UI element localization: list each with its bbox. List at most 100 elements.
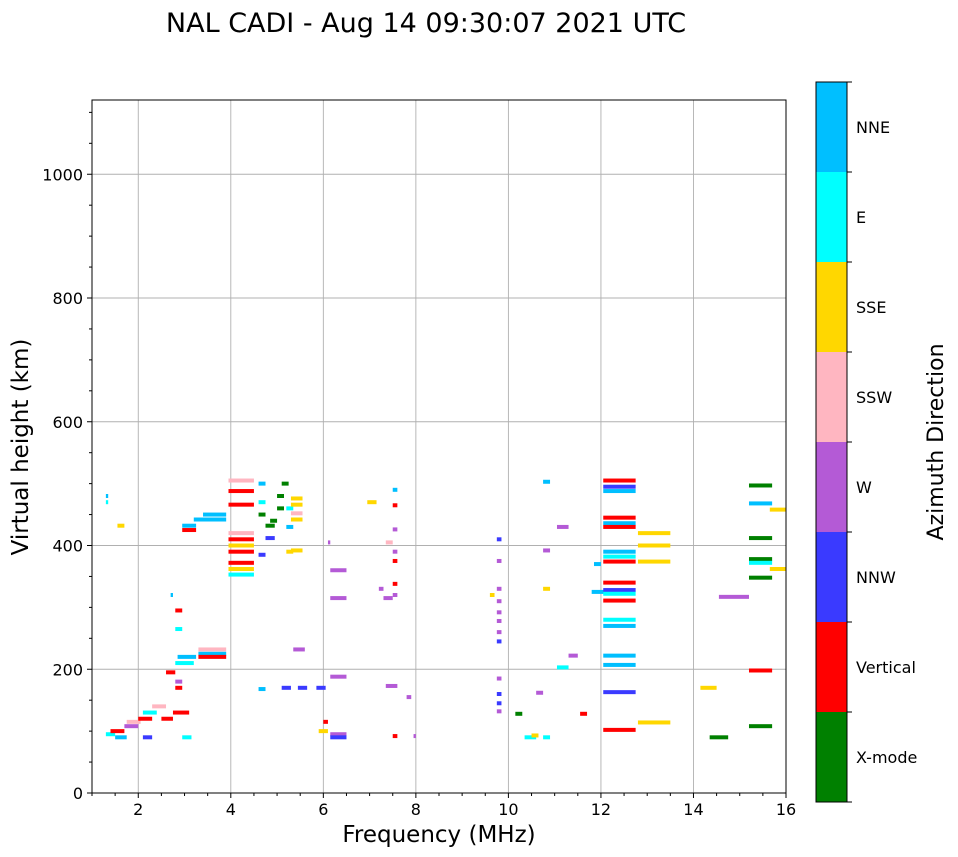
colorbar-swatch-nnw	[816, 532, 847, 622]
echo-trace-w	[293, 647, 305, 652]
echo-trace-x-mode	[277, 506, 285, 511]
grid-lines	[92, 100, 786, 793]
echo-trace-e	[556, 665, 569, 670]
echo-trace-ssw	[152, 704, 167, 709]
echo-trace-vertical	[198, 654, 227, 659]
echo-trace-nne	[603, 623, 636, 628]
x-tick-label: 4	[226, 800, 236, 819]
y-tick-label: 600	[52, 413, 83, 432]
echo-trace-x-mode	[748, 557, 773, 562]
echo-trace-ssw	[385, 540, 393, 545]
y-tick-label: 1000	[42, 165, 83, 184]
echo-trace-w	[392, 549, 398, 554]
echo-trace-sse	[700, 685, 717, 690]
echo-trace-nne	[603, 662, 636, 667]
echo-trace-w	[496, 586, 502, 591]
echo-trace-x-mode	[265, 523, 275, 528]
echo-trace-nne	[286, 524, 294, 529]
echo-trace-w	[496, 676, 502, 681]
echo-trace-sse	[290, 517, 303, 522]
echo-trace-nnw	[297, 685, 308, 690]
echo-trace-e	[603, 591, 636, 596]
x-axis-ticks: 2 4 6 8 10 12 14 16	[91, 793, 796, 819]
x-tick-label: 10	[498, 800, 518, 819]
echo-trace-ssw	[228, 531, 254, 536]
echo-trace-nne	[258, 481, 266, 486]
colorbar-swatch-vertical	[816, 622, 847, 712]
echo-trace-nne	[593, 562, 601, 567]
echo-trace-nnw	[496, 537, 502, 542]
echo-trace-ssw	[126, 719, 141, 724]
y-tick-label: 400	[52, 537, 83, 556]
echo-trace-vertical	[603, 524, 636, 529]
echo-trace-w	[383, 596, 393, 601]
echo-trace-w	[406, 695, 412, 700]
echo-trace-vertical	[161, 716, 173, 721]
plot-frame	[91, 99, 787, 794]
echo-trace-nne	[182, 523, 197, 528]
echo-trace-e	[105, 732, 116, 737]
echo-trace-sse	[769, 567, 786, 572]
echo-trace-w	[496, 618, 502, 623]
echo-trace-vertical	[228, 537, 254, 542]
echo-trace-x-mode	[748, 483, 773, 488]
echo-trace-nne	[591, 589, 606, 594]
echo-trace-nne	[603, 521, 636, 526]
echo-trace-x-mode	[709, 735, 729, 740]
echo-trace-ssw	[198, 647, 227, 652]
echo-trace-w	[378, 586, 384, 591]
echo-trace-sse	[637, 531, 671, 536]
echo-trace-e	[182, 735, 192, 740]
x-axis-label: Frequency (MHz)	[342, 822, 535, 848]
echo-trace-x-mode	[270, 518, 278, 523]
echo-trace-vertical	[110, 729, 125, 734]
echo-trace-x-mode	[258, 512, 266, 517]
echo-trace-w	[124, 724, 139, 729]
x-tick-label: 6	[318, 800, 328, 819]
colorbar-tick-label: NNE	[856, 118, 890, 137]
echo-trace-w	[392, 527, 398, 532]
echo-trace-nnw	[316, 685, 326, 690]
colorbar-tick-label: E	[856, 208, 866, 227]
data-marks	[105, 478, 786, 740]
echo-trace-nne	[603, 549, 636, 554]
echo-trace-w	[496, 599, 502, 604]
plot-area	[92, 100, 786, 793]
colorbar-tick-label: Vertical	[856, 658, 916, 677]
colorbar-tick-label: SSW	[856, 388, 892, 407]
echo-trace-e	[175, 661, 194, 666]
echo-trace-vertical	[228, 502, 254, 507]
y-axis-label: Virtual height (km)	[8, 339, 34, 556]
colorbar-tick-label: NNW	[856, 568, 896, 587]
y-tick-label: 200	[52, 660, 83, 679]
echo-trace-vertical	[138, 716, 153, 721]
echo-trace-nne	[198, 651, 227, 656]
echo-trace-nnw	[603, 588, 636, 593]
x-tick-label: 16	[776, 800, 796, 819]
echo-trace-sse	[637, 543, 671, 548]
echo-trace-nne	[258, 687, 266, 692]
echo-trace-e	[524, 735, 537, 740]
echo-trace-sse	[228, 543, 254, 548]
echo-trace-x-mode	[515, 711, 523, 716]
echo-trace-sse	[228, 567, 254, 572]
echo-trace-nne	[193, 517, 227, 522]
echo-trace-nne	[115, 735, 127, 740]
echo-trace-vertical	[323, 719, 328, 724]
echo-trace-vertical	[228, 489, 254, 494]
echo-trace-w	[327, 540, 331, 545]
echo-trace-sse	[531, 733, 539, 738]
echo-trace-sse	[290, 502, 303, 507]
echo-trace-e	[175, 627, 183, 632]
x-tick-label: 12	[591, 800, 611, 819]
echo-trace-w	[330, 674, 347, 679]
echo-trace-nnw	[603, 484, 636, 489]
chart-title: NAL CADI - Aug 14 09:30:07 2021 UTC	[166, 8, 686, 39]
echo-trace-sse	[637, 559, 671, 564]
echo-trace-nne	[603, 489, 636, 494]
echo-trace-w	[330, 732, 347, 737]
echo-trace-vertical	[228, 549, 254, 554]
echo-trace-w	[330, 596, 347, 601]
colorbar-tick-label: W	[856, 478, 872, 497]
echo-trace-vertical	[175, 608, 183, 613]
